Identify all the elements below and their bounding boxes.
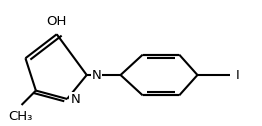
Text: OH: OH bbox=[47, 15, 67, 28]
Text: N: N bbox=[70, 93, 80, 106]
Text: CH₃: CH₃ bbox=[8, 110, 32, 123]
Text: I: I bbox=[236, 69, 239, 82]
Text: N: N bbox=[91, 69, 101, 82]
